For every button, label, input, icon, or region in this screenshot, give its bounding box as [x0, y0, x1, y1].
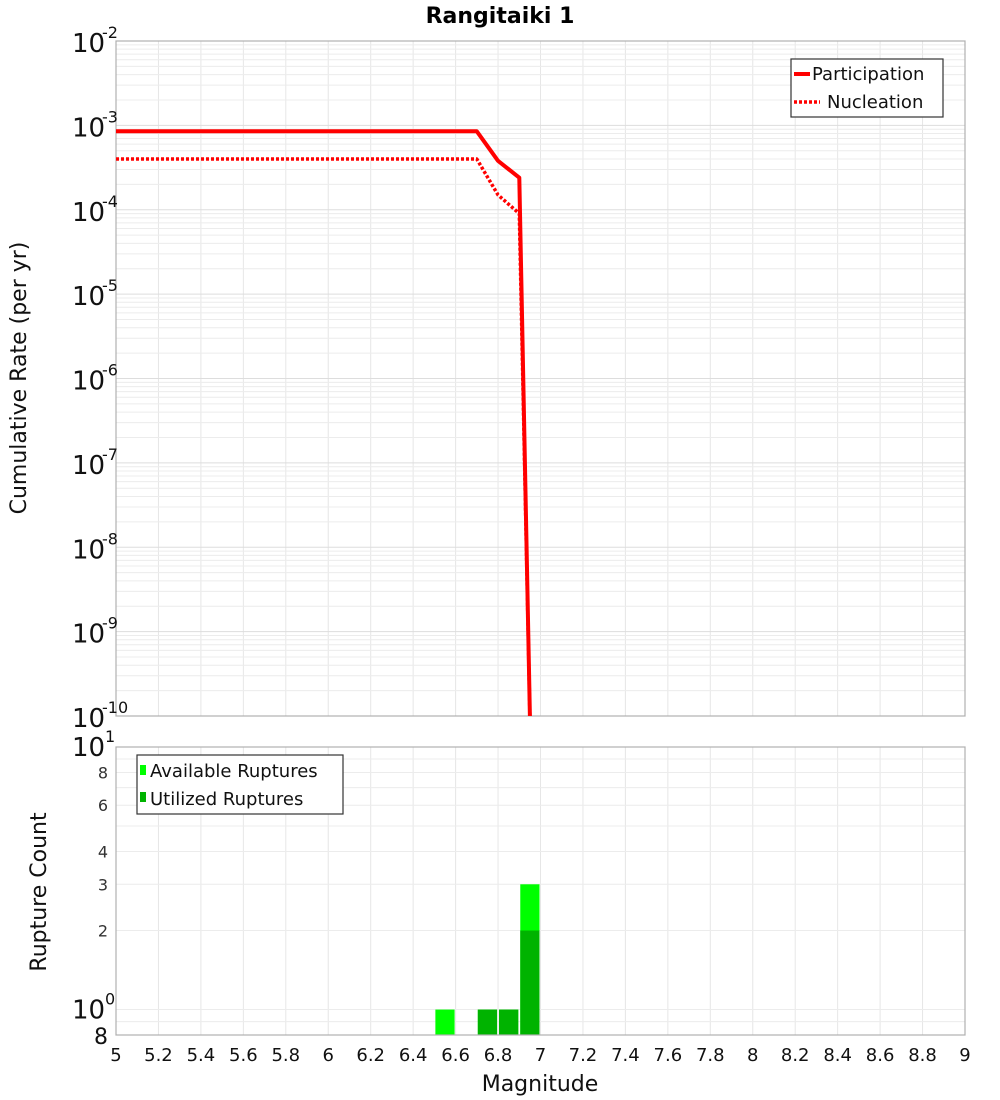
svg-text:7.6: 7.6: [654, 1045, 683, 1066]
svg-text:6.4: 6.4: [399, 1045, 428, 1066]
upper-plot-grid: [115, 41, 966, 717]
upper-y-axis-ticks: 10-210-310-410-510-610-710-810-910-10: [72, 23, 128, 734]
svg-text:6: 6: [323, 1045, 334, 1066]
lower-y-axis-label: Rupture Count: [27, 812, 52, 972]
svg-text:7.4: 7.4: [611, 1045, 640, 1066]
svg-text:8: 8: [747, 1045, 758, 1066]
utilized-legend-swatch: [140, 792, 146, 802]
svg-text:8.2: 8.2: [781, 1045, 810, 1066]
svg-text:10: 10: [72, 451, 105, 481]
svg-text:8.8: 8.8: [908, 1045, 937, 1066]
available-legend-swatch: [140, 765, 146, 775]
svg-text:-10: -10: [102, 698, 128, 717]
upper-legend: Participation Nucleation: [790, 58, 944, 118]
svg-text:9: 9: [959, 1045, 970, 1066]
legend-utilized-label: Utilized Ruptures: [150, 789, 303, 810]
svg-text:-7: -7: [102, 445, 118, 464]
svg-text:8: 8: [98, 763, 108, 782]
svg-text:8.4: 8.4: [823, 1045, 852, 1066]
svg-text:6.8: 6.8: [484, 1045, 513, 1066]
svg-text:10: 10: [72, 535, 105, 565]
svg-text:8.6: 8.6: [866, 1045, 895, 1066]
svg-text:5.2: 5.2: [144, 1045, 173, 1066]
svg-text:10: 10: [72, 733, 105, 763]
svg-text:8: 8: [94, 1025, 108, 1050]
legend-available-label: Available Ruptures: [150, 761, 318, 782]
svg-text:-9: -9: [102, 614, 118, 633]
svg-text:10: 10: [72, 704, 105, 734]
svg-text:-3: -3: [102, 107, 118, 126]
svg-text:10: 10: [72, 282, 105, 312]
lower-plot-bars: [435, 884, 540, 1035]
svg-text:5.4: 5.4: [187, 1045, 216, 1066]
svg-text:10: 10: [72, 367, 105, 397]
svg-text:5.6: 5.6: [229, 1045, 258, 1066]
nucleation-line: [116, 157, 532, 717]
svg-text:-5: -5: [102, 276, 118, 295]
svg-text:5: 5: [110, 1045, 121, 1066]
svg-text:6.2: 6.2: [356, 1045, 385, 1066]
svg-text:10: 10: [72, 620, 105, 650]
lower-plot-frame: [115, 746, 966, 1036]
svg-text:7.2: 7.2: [569, 1045, 598, 1066]
svg-text:6: 6: [98, 796, 108, 815]
svg-text:7.8: 7.8: [696, 1045, 725, 1066]
svg-text:5.8: 5.8: [271, 1045, 300, 1066]
upper-plot-lines: [116, 129, 532, 717]
legend-nucleation-label: Nucleation: [827, 92, 923, 113]
participation-line: [116, 129, 532, 717]
svg-text:6.6: 6.6: [441, 1045, 470, 1066]
svg-text:4: 4: [98, 842, 108, 861]
x-axis-label: Magnitude: [482, 1072, 599, 1097]
legend-participation-label: Participation: [812, 64, 924, 85]
x-axis-ticks: 5 5.2 5.4 5.6 5.8 6 6.2 6.4 6.6 6.8 7 7.2 7.4 7.6 7.8 8…: [110, 1045, 970, 1066]
svg-text:10: 10: [72, 198, 105, 228]
svg-text:2: 2: [98, 922, 108, 941]
svg-text:10: 10: [72, 29, 105, 59]
svg-text:10: 10: [72, 996, 105, 1026]
svg-text:-8: -8: [102, 529, 118, 548]
lower-legend: Available Ruptures Utilized Ruptures: [136, 754, 344, 815]
chart-title: Rangitaiki 1: [426, 4, 575, 29]
svg-text:-6: -6: [102, 361, 118, 380]
svg-text:10: 10: [72, 113, 105, 143]
svg-text:3: 3: [98, 875, 108, 894]
upper-y-axis-label: Cumulative Rate (per yr): [7, 242, 32, 515]
svg-text:1: 1: [105, 727, 115, 746]
svg-text:-2: -2: [102, 23, 118, 42]
svg-text:7: 7: [535, 1045, 546, 1066]
svg-text:-4: -4: [102, 192, 118, 211]
svg-text:0: 0: [105, 990, 115, 1009]
upper-plot-frame: [115, 40, 966, 717]
